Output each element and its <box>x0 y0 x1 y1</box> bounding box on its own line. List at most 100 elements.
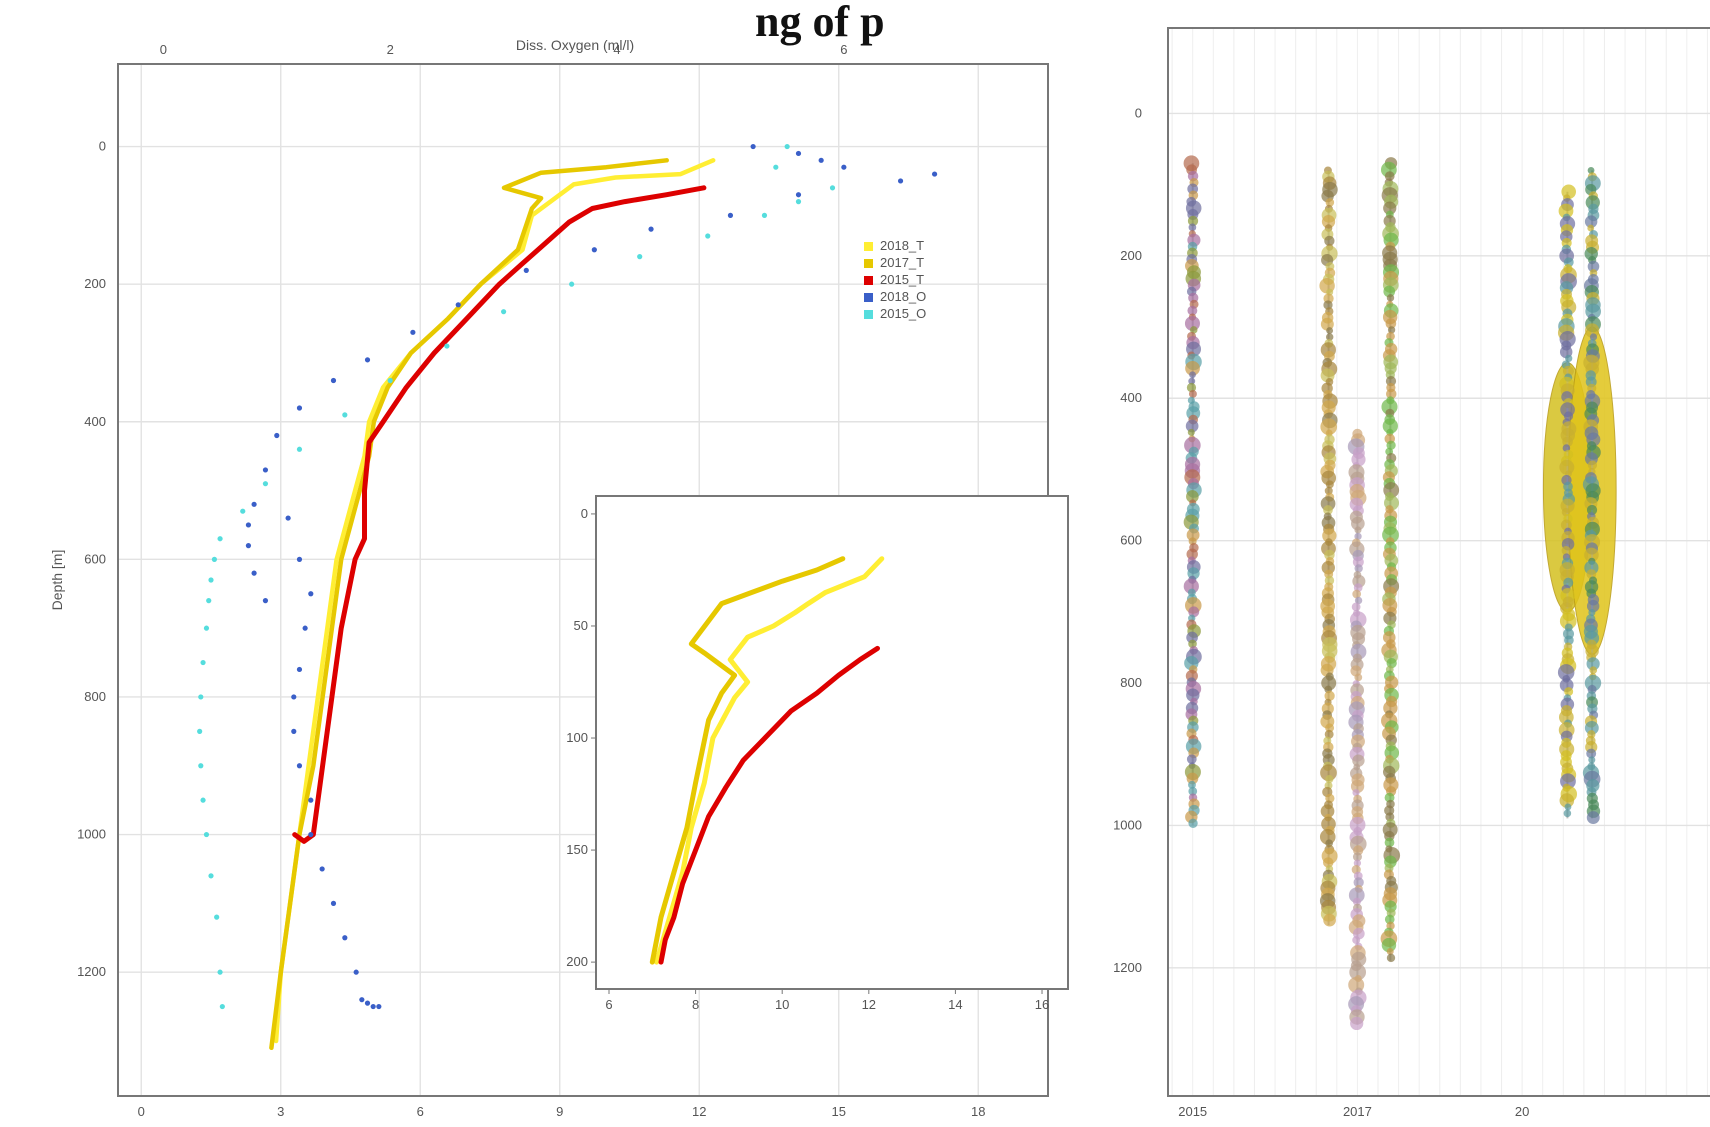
right-sample-bubble <box>1563 809 1572 818</box>
main-ytick-label: 1200 <box>77 964 106 979</box>
main-series-2015-o-point <box>444 343 450 349</box>
right-sample-bubble <box>1326 327 1334 335</box>
main-bottom-xtick-label: 9 <box>556 1104 563 1119</box>
main-series-2015-o-point <box>705 233 711 239</box>
right-sample-bubble <box>1352 589 1362 599</box>
main-series-2015-o-point <box>637 254 643 260</box>
main-series-2018-o-point <box>455 302 461 308</box>
main-series-2018-o-point <box>750 143 756 150</box>
legend-swatch <box>864 242 873 251</box>
main-series-2018-o-point <box>296 405 303 411</box>
right-ytick-label: 400 <box>1120 390 1142 405</box>
inset-xtick-label: 10 <box>775 997 789 1012</box>
main-chart-legend: 2018_T 2017_T 2015_T 2018_O 2015_O <box>864 238 926 321</box>
main-series-2018-o-point <box>274 432 280 439</box>
main-series-2018-o-point <box>931 171 938 177</box>
main-bottom-xtick-label: 18 <box>971 1104 985 1119</box>
main-series-2015-o-point <box>200 659 206 666</box>
legend-swatch <box>864 310 873 319</box>
right-sample-bubble <box>1589 666 1598 675</box>
inset-series-2018-t-line <box>654 556 885 965</box>
main-series-2017-t-line <box>269 158 669 1051</box>
main-series-2018-o-point <box>296 763 303 769</box>
legend-label: 2017_T <box>880 255 924 270</box>
main-series-2015-o-point <box>761 212 768 218</box>
main-bottom-xtick-label: 6 <box>417 1104 424 1119</box>
main-top-xtick-label: 0 <box>160 42 167 57</box>
right-sample-bubble <box>1386 953 1396 963</box>
main-ytick-label: 1000 <box>77 827 106 842</box>
legend-swatch <box>864 259 873 268</box>
inset-chart-ticks: 6 8 10 12 14 16 0 50 100 150 200 <box>566 506 1049 1012</box>
main-series-2015-o-point <box>342 412 348 418</box>
inset-ytick-label: 0 <box>581 506 588 521</box>
main-series-2015-o-point <box>211 556 218 562</box>
main-ytick-label: 200 <box>84 276 106 291</box>
main-series-2015-o-point <box>784 143 790 150</box>
main-series-2018-o-point <box>251 570 257 576</box>
right-xtick-label: 2015 <box>1178 1104 1207 1119</box>
main-series-2015-o-point <box>240 508 246 514</box>
main-series-2018-o-point <box>897 178 904 184</box>
main-series-2018-o-point <box>296 556 303 562</box>
main-series-2018-o-point <box>291 694 297 700</box>
right-sample-bubble <box>1354 673 1363 682</box>
main-series-2018-o-point <box>319 866 325 872</box>
main-series-2018-o-point <box>330 900 337 906</box>
right-sample-bubble <box>1189 371 1196 379</box>
main-series-2015-o-point <box>829 185 836 191</box>
inset-xtick-label: 12 <box>862 997 876 1012</box>
main-series-2015-o-point <box>206 598 212 604</box>
inset-ytick-label: 150 <box>566 842 588 857</box>
right-sample-bubble <box>1188 389 1197 398</box>
right-chart-plot <box>1183 155 1617 1031</box>
right-sample-bubble <box>1588 756 1596 764</box>
right-sample-bubble <box>1351 602 1361 612</box>
right-sample-bubble <box>1354 526 1362 534</box>
main-top-xtick-label: 6 <box>840 42 847 57</box>
main-series-2015-o-point <box>296 446 303 452</box>
right-ytick-label: 800 <box>1120 675 1142 690</box>
main-series-2018-o-point <box>364 357 371 363</box>
legend-label: 2015_T <box>880 272 924 287</box>
right-sample-bubble <box>1188 818 1198 828</box>
right-ytick-label: 600 <box>1120 533 1142 548</box>
main-series-2018-o-point <box>795 150 802 157</box>
right-sample-bubble <box>1586 811 1600 825</box>
right-ytick-label: 1000 <box>1113 817 1142 832</box>
right-sample-bubble <box>1354 564 1363 573</box>
main-series-2015-o-point <box>208 577 214 583</box>
main-series-2018-o-point <box>308 831 314 838</box>
main-series-2018-o-point <box>291 728 297 734</box>
main-series-2018-o-point <box>376 1003 382 1010</box>
main-series-2015-o-point <box>198 763 204 769</box>
right-sample-bubble <box>1188 223 1197 232</box>
main-series-2018-o-point <box>648 226 654 232</box>
inset-ytick-label: 100 <box>566 730 588 745</box>
main-top-xtick-label: 4 <box>613 42 620 57</box>
main-series-2018-o-point <box>818 157 824 163</box>
main-series-2018-o-point <box>285 515 291 521</box>
main-series-2015-o-point <box>217 536 223 542</box>
header-fragment: ng of p <box>755 0 885 46</box>
main-series-2018-o-point <box>308 797 314 803</box>
main-series-2018-o-point <box>308 591 314 597</box>
main-bottom-xtick-label: 3 <box>277 1104 284 1119</box>
inset-chart-background <box>596 496 1068 989</box>
main-series-2015-o-point <box>214 914 220 920</box>
main-series-2018-o-point <box>342 935 348 941</box>
main-series-2018-o-point <box>251 501 257 507</box>
main-series-2018-o-point <box>359 997 365 1003</box>
main-series-2015-o-point <box>262 481 269 487</box>
main-series-2015-o-point <box>219 1003 225 1010</box>
right-chart: 0 200 400 600 800 1000 1200 2015 2017 20 <box>1113 27 1710 1119</box>
main-series-2018-t-line <box>273 158 716 1044</box>
main-series-2015-o-point <box>208 873 214 879</box>
main-series-2018-o-point <box>364 1000 371 1006</box>
right-ytick-label: 0 <box>1135 105 1142 120</box>
main-ytick-label: 0 <box>99 139 106 154</box>
inset-xtick-label: 6 <box>605 997 612 1012</box>
main-series-2015-o-point <box>197 728 203 734</box>
inset-series-2015-t-line <box>658 645 880 965</box>
